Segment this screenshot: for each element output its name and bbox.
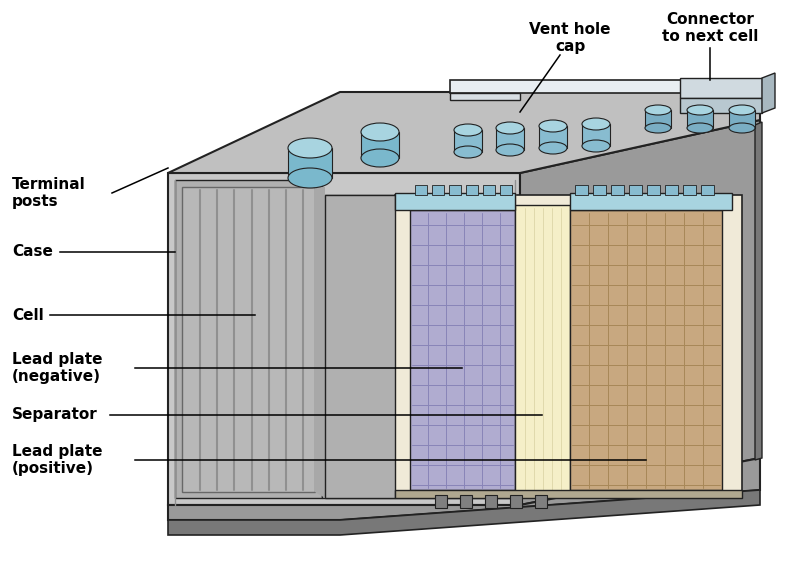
Polygon shape [647,185,660,195]
Bar [645,110,671,128]
Text: Connector
to next cell: Connector to next cell [662,12,758,44]
Polygon shape [175,180,322,498]
Bar [687,110,713,128]
Text: Lead plate
(positive): Lead plate (positive) [12,444,102,476]
Polygon shape [315,187,325,498]
Polygon shape [611,185,624,195]
Polygon shape [593,185,606,195]
Polygon shape [325,195,395,498]
Text: Cell: Cell [12,308,44,323]
Polygon shape [762,73,775,113]
Ellipse shape [645,123,671,133]
Text: Lead plate
(negative): Lead plate (negative) [12,352,102,384]
Text: Case: Case [12,245,53,260]
Polygon shape [570,193,732,210]
Polygon shape [701,185,714,195]
Polygon shape [415,185,427,195]
Polygon shape [449,185,461,195]
Ellipse shape [539,142,567,154]
Polygon shape [168,458,760,520]
Ellipse shape [729,123,755,133]
Ellipse shape [582,118,610,130]
Ellipse shape [288,138,332,158]
Ellipse shape [687,105,713,115]
Ellipse shape [729,105,755,115]
Polygon shape [500,185,512,195]
Polygon shape [575,185,588,195]
Polygon shape [432,185,444,195]
Polygon shape [570,210,722,490]
Polygon shape [410,210,515,490]
Polygon shape [515,205,570,493]
Polygon shape [182,187,315,492]
Ellipse shape [288,168,332,188]
Polygon shape [510,495,522,508]
Polygon shape [435,495,447,508]
Polygon shape [395,490,742,498]
Bar [361,132,399,158]
Ellipse shape [687,123,713,133]
Ellipse shape [361,149,399,167]
Polygon shape [520,120,760,505]
Bar [729,110,755,128]
Polygon shape [168,173,520,505]
Ellipse shape [496,122,524,134]
Bar [582,124,610,146]
Polygon shape [683,185,696,195]
Ellipse shape [361,123,399,141]
Polygon shape [450,93,520,100]
Polygon shape [450,80,762,93]
Text: Terminal
posts: Terminal posts [12,177,86,209]
Polygon shape [460,495,472,508]
Bar [454,130,482,152]
Polygon shape [395,195,742,498]
Ellipse shape [496,144,524,156]
Polygon shape [485,495,497,508]
Polygon shape [755,122,762,460]
Polygon shape [680,78,762,98]
Polygon shape [322,195,520,498]
Polygon shape [483,185,495,195]
Bar [496,128,524,150]
Polygon shape [535,495,547,508]
Polygon shape [629,185,642,195]
Polygon shape [466,185,478,195]
Polygon shape [665,185,678,195]
Polygon shape [168,92,760,173]
Ellipse shape [539,120,567,132]
Polygon shape [395,193,515,210]
Polygon shape [680,98,762,113]
Bar [288,148,332,178]
Ellipse shape [454,124,482,136]
Ellipse shape [582,140,610,152]
Bar [539,126,567,148]
Ellipse shape [454,146,482,158]
Text: Vent hole
cap: Vent hole cap [530,22,610,54]
Text: Separator: Separator [12,407,98,422]
Polygon shape [168,490,760,535]
Ellipse shape [645,105,671,115]
